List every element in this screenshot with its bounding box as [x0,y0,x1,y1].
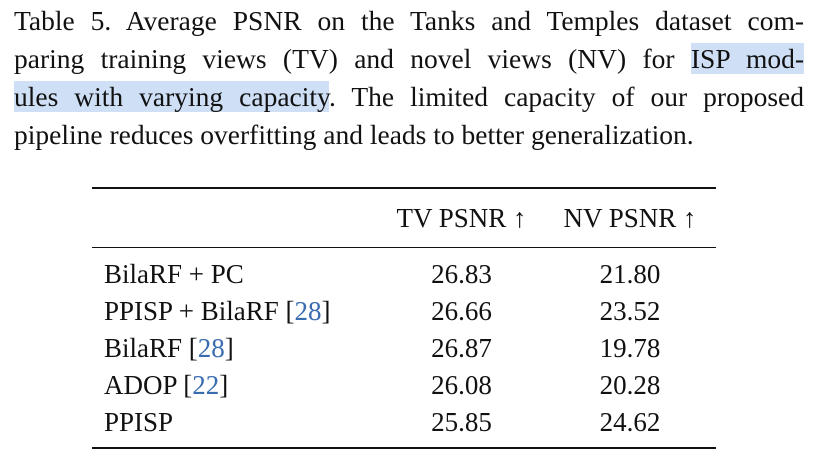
method-label: PPISP + BilaRF [ [104,296,295,326]
tv-psnr-value: 26.66 [431,296,492,326]
header-method [92,188,379,248]
table-row: ADOP [22] 26.08 20.28 [92,367,716,404]
highlighted-text[interactable]: ISP mod- [690,43,804,74]
method-label: BilaRF + PC [104,259,244,289]
header-nv-psnr: NV PSNR ↑ [544,188,716,248]
highlighted-text[interactable]: ules with varying capacity [14,81,329,112]
caption-text: paring training views (TV) and novel vie… [14,43,691,74]
table-row: BilaRF + PC 26.83 21.80 [92,248,716,294]
citation-link[interactable]: 28 [294,296,322,326]
caption-text: . The limited capacity of our proposed [329,81,804,112]
method-label: ] [219,370,229,400]
nv-psnr-value: 20.28 [599,370,661,400]
table-row: PPISP + BilaRF [28] 26.66 23.52 [92,293,716,330]
tv-psnr-value: 26.83 [431,259,492,289]
method-name: PPISP + BilaRF [28] [92,293,379,330]
table-row: BilaRF [28] 26.87 19.78 [92,330,716,367]
caption-line-3: ules with varying capacity. The limited … [14,78,804,116]
method-label: PPISP [104,407,174,437]
table-caption: Table 5. Average PSNR on the Tanks and T… [14,2,804,154]
caption-line-2: paring training views (TV) and novel vie… [14,40,804,78]
method-name: BilaRF [28] [92,330,379,367]
header-tv-psnr: TV PSNR ↑ [379,188,544,248]
method-name: ADOP [22] [92,367,379,404]
caption-line-4: pipeline reduces overfitting and leads t… [14,119,694,150]
method-name: BilaRF + PC [92,248,379,294]
method-label: ] [321,296,331,326]
results-table: TV PSNR ↑ NV PSNR ↑ BilaRF + PC 26.83 21… [92,187,716,449]
nv-psnr-value: 19.78 [599,333,661,363]
nv-psnr-value: 21.80 [599,259,661,289]
nv-psnr-value-best: 24.62 [544,404,716,449]
tv-psnr-value: 25.85 [379,404,544,449]
nv-psnr-value: 23.52 [599,296,661,326]
table-row: PPISP 25.85 24.62 [92,404,716,449]
tv-psnr-value-best: 26.87 [431,333,492,363]
tv-psnr-value: 26.08 [431,370,492,400]
method-name: PPISP [92,404,379,449]
citation-link[interactable]: 28 [197,333,225,363]
method-label: BilaRF [ [104,333,198,363]
caption-line-1: Table 5. Average PSNR on the Tanks and T… [14,5,804,36]
citation-link[interactable]: 22 [192,370,220,400]
method-label: ] [224,333,234,363]
header-row: TV PSNR ↑ NV PSNR ↑ [92,188,716,248]
method-label: ADOP [ [104,370,193,400]
